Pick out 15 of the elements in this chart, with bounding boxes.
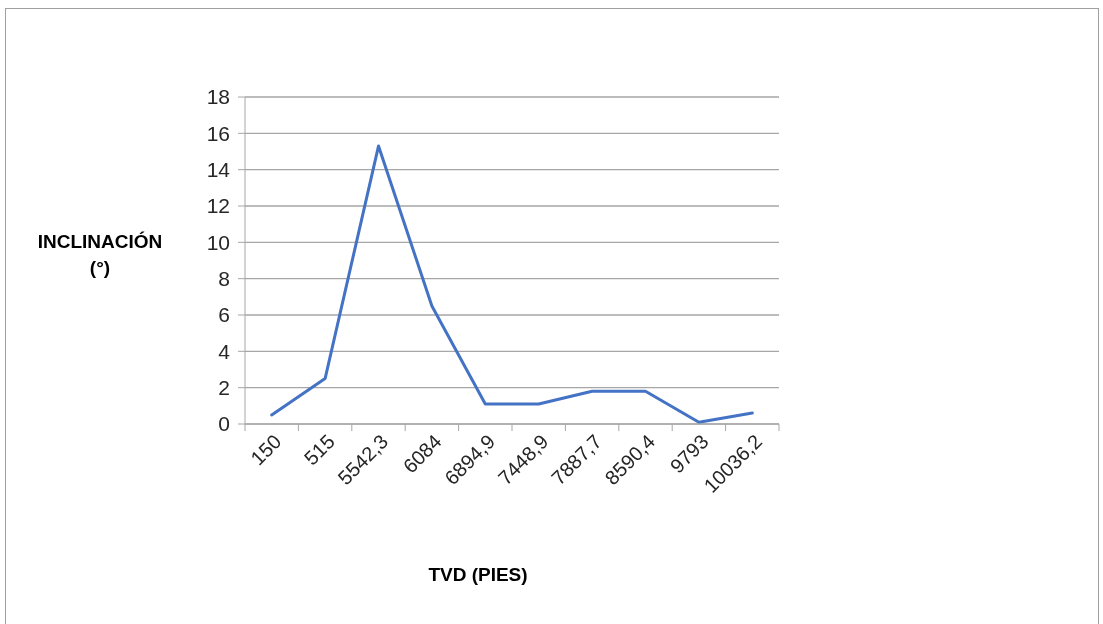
- y-tick-label: 14: [206, 158, 231, 182]
- y-tick-label: 8: [218, 267, 230, 291]
- y-tick-label: 4: [218, 339, 231, 363]
- y-tick-label: 18: [206, 85, 230, 109]
- x-axis-title: TVD (PIES): [427, 563, 529, 587]
- y-tick-label: 0: [218, 412, 230, 436]
- y-axis-title: INCLINACIÓN (°): [36, 230, 164, 280]
- line-series: [270, 144, 754, 424]
- x-tick-label: 150: [246, 430, 286, 470]
- y-tick-label: 2: [218, 376, 230, 400]
- y-tick-label: 16: [206, 121, 230, 145]
- x-tick-label: 515: [299, 430, 339, 470]
- y-tick-label: 6: [218, 303, 230, 327]
- y-tick-label: 10: [206, 230, 230, 254]
- y-tick-label: 12: [206, 194, 230, 218]
